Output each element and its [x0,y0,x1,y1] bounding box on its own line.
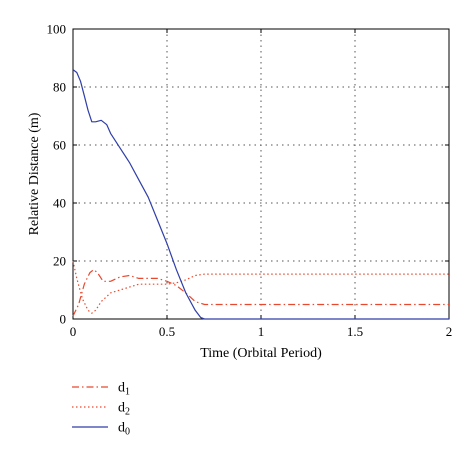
plot-frame [72,28,450,320]
y-tick-label: 40 [53,196,66,211]
y-tick-label: 0 [60,312,67,327]
series-lines [72,69,449,320]
legend-label-d1: d1 [118,381,130,398]
legend: d1 d2 d0 [72,381,130,438]
y-tick-label: 60 [53,138,66,153]
legend-label-d2: d2 [118,401,130,418]
y-tick-label: 20 [53,254,66,269]
y-tick-label: 100 [47,22,67,37]
x-axis-label: Time (Orbital Period) [200,346,322,361]
x-tick-label: 0 [70,324,77,339]
legend-label-d0: d0 [118,421,130,438]
y-axis-label: Relative Distance (m) [27,112,42,235]
y-tick-label: 80 [53,80,66,95]
x-tick-label: 0.5 [159,324,175,339]
x-tick-label: 1 [258,324,265,339]
series-d1-line [72,269,449,317]
grid-lines [73,29,449,319]
x-tick-label: 1.5 [347,324,363,339]
x-tick-label: 2 [446,324,453,339]
series-d0-line [72,69,449,320]
